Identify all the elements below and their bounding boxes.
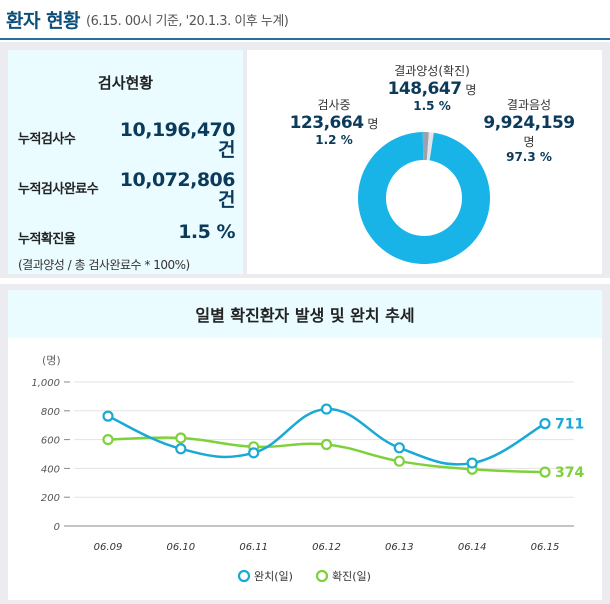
legend-recovered-label: 완치(일) [254, 569, 293, 583]
x-tick-label: 06.14 [458, 542, 487, 553]
y-tick-label: 200 [41, 493, 60, 504]
recovered-point [175, 443, 187, 455]
confirmed-end-label: 374 [555, 465, 584, 481]
recovered-point [393, 442, 405, 454]
trend-panel: 일별 확진환자 발생 및 완치 추세 (명) 0 200 400 600 800 1,000… [8, 290, 602, 600]
positive-rate-value: 1.5 % [178, 221, 235, 243]
completed-tests-label: 누적검사완료수 [18, 182, 99, 197]
y-tick-label: 600 [41, 436, 60, 447]
testing-pct: 1.2 % [315, 133, 353, 147]
y-tick-label: 800 [41, 407, 60, 418]
recovered-point [320, 403, 333, 415]
legend-confirmed-marker [315, 569, 329, 583]
donut-slice-testing [426, 132, 434, 161]
completed-tests-number: 10,072,806 [119, 169, 236, 191]
recovered-end-label: 711 [555, 417, 584, 433]
cumulative-tests-label: 누적검사수 [18, 132, 76, 147]
negative-value: 9,924,159 [483, 113, 575, 133]
testing-value: 123,664 [289, 113, 364, 133]
summary-section: 검사현황 누적검사수 10,196,470 건 누적검사완료수 10,072,8… [0, 42, 610, 278]
y-unit-label: (명) [42, 354, 61, 367]
legend-confirmed-label: 확진(일) [332, 569, 371, 583]
x-tick-label: 06.11 [239, 542, 268, 553]
page-title: 환자 현황 [6, 9, 81, 32]
donut-label-testing: 검사중 123,664 명 1.2 % [269, 96, 399, 147]
chart-title: 일별 확진환자 발생 및 완치 추세 [8, 290, 602, 338]
positive-unit: 명 [465, 83, 477, 97]
cumulative-tests-value: 10,196,470 건 [119, 119, 236, 161]
page-subtitle: (6.15. 00시 기준, '20.1.3. 이후 누계) [86, 13, 289, 29]
confirmed-point [102, 433, 114, 446]
completed-tests-value: 10,072,806 건 [119, 169, 236, 211]
donut-slice-negative [358, 132, 491, 265]
donut-slice-positive [422, 132, 429, 161]
confirmed-point [320, 438, 333, 451]
x-tick-label: 06.10 [167, 542, 196, 553]
positive-rate-note: (결과양성 / 총 검사완료수 * 100%) [18, 258, 190, 272]
cumulative-tests-number: 10,196,470 [119, 119, 236, 141]
recovered-point [466, 457, 478, 469]
confirmed-point [393, 455, 405, 467]
test-status-title: 검사현황 [97, 74, 154, 92]
completed-tests-unit: 건 [218, 189, 235, 211]
positive-label: 결과양성(확진) [394, 64, 470, 78]
y-tick-label: 1,000 [31, 378, 60, 389]
recovered-point [102, 410, 114, 422]
negative-pct: 97.3 % [506, 150, 552, 164]
testing-label: 검사중 [317, 98, 351, 112]
y-tick-label: 0 [54, 522, 60, 533]
cumulative-tests-unit: 건 [218, 139, 235, 161]
trend-section: 일별 확진환자 발생 및 완치 추세 (명) 0 200 400 600 800 1,000… [0, 284, 610, 604]
y-tick-label: 400 [41, 464, 60, 475]
donut-chart [358, 132, 491, 265]
recovered-point [248, 447, 260, 459]
donut-label-negative: 결과음성 9,924,159 명 97.3 % [459, 96, 599, 164]
donut-label-positive: 결과양성(확진) 148,647 명 1.5 % [347, 62, 517, 113]
line-chart: (명) 0 200 400 600 800 1,000 06.09 06.10 06.11 06.1… [31, 354, 584, 583]
recovered-point [539, 418, 551, 430]
legend-recovered-marker [237, 569, 251, 583]
donut-panel: 결과양성(확진) 148,647 명 1.5 % 검사중 123,664 명 1… [247, 50, 602, 274]
negative-label: 결과음성 [506, 98, 552, 112]
x-tick-label: 06.09 [94, 542, 123, 553]
x-tick-label: 06.15 [531, 542, 560, 553]
positive-rate-label: 누적확진율 [18, 232, 76, 247]
confirmed-point [539, 466, 551, 478]
positive-value: 148,647 [387, 79, 462, 99]
x-tick-label: 06.12 [312, 542, 341, 553]
positive-pct: 1.5 % [413, 99, 451, 113]
confirmed-point [175, 432, 187, 444]
testing-unit: 명 [367, 117, 379, 131]
page-header: 환자 현황 (6.15. 00시 기준, '20.1.3. 이후 누계) [0, 0, 610, 40]
test-status-panel: 검사현황 누적검사수 10,196,470 건 누적검사완료수 10,072,8… [8, 50, 243, 274]
x-tick-label: 06.13 [385, 542, 414, 553]
negative-unit: 명 [523, 135, 535, 149]
